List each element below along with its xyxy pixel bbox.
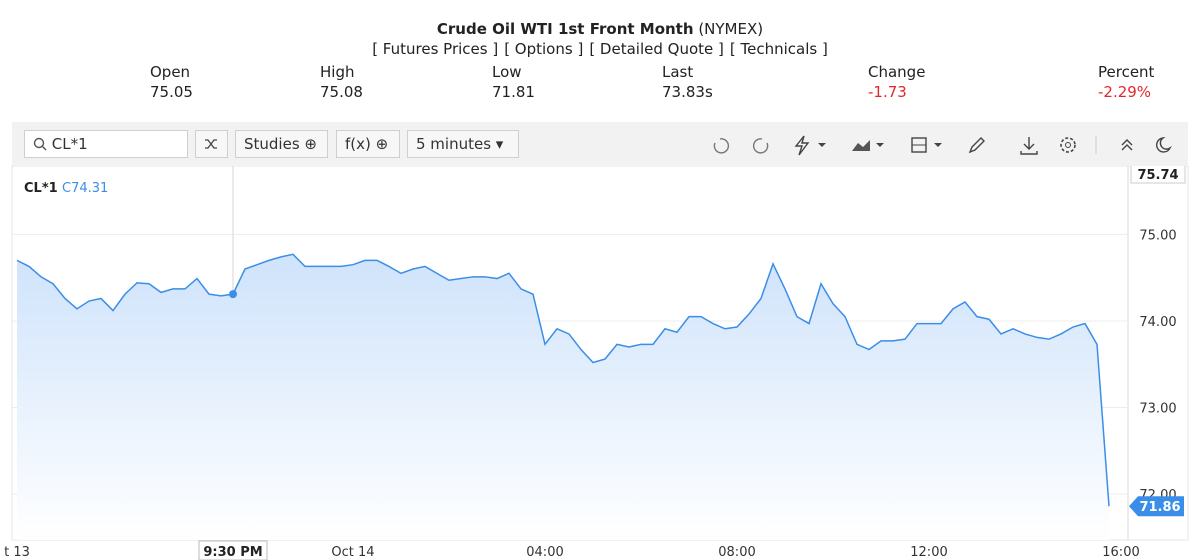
- function: f(x): [345, 135, 371, 153]
- last-price-badge: [1129, 496, 1184, 517]
- link[interactable]: [ Technicals ]: [729, 40, 828, 58]
- x-tick-label: t 13: [4, 545, 30, 560]
- quote-cell: Open 75.05: [150, 62, 193, 102]
- last-price-label: 71.86: [1139, 500, 1180, 515]
- link[interactable]: [ Detailed Quote ]: [589, 40, 724, 58]
- symbol: CL*1: [51, 135, 88, 153]
- quote-cell: High 75.08: [320, 62, 363, 102]
- x-tick-label: 08:00: [718, 545, 755, 560]
- caret: [876, 143, 884, 147]
- interval-button[interactable]: 5 minutes ▾: [407, 130, 519, 158]
- collapse-icon[interactable]: [1121, 139, 1133, 151]
- compare-button[interactable]: [195, 130, 228, 158]
- quote-cell: Change -1.73: [868, 62, 925, 102]
- caret: [818, 143, 826, 147]
- search-icon: [33, 137, 47, 151]
- function-button[interactable]: f(x) ⊕: [336, 130, 400, 158]
- y-tick-label: 75.74: [1137, 168, 1178, 183]
- studies: Studies: [244, 135, 300, 153]
- link[interactable]: [ Futures Prices ]: [372, 40, 499, 58]
- shuffle-icon: [205, 139, 217, 149]
- y-tick-label: 75.00: [1139, 228, 1176, 243]
- y-tick-label: 74.00: [1139, 315, 1176, 330]
- quote-value: -2.29%: [1098, 83, 1152, 101]
- quote-value: 73.83s: [662, 83, 713, 101]
- quote-cell: Percent -2.29%: [1098, 62, 1154, 102]
- crosshair-point: [229, 290, 237, 299]
- x-tick-label: 16:00: [1102, 545, 1139, 560]
- price-line: [16, 253, 1110, 507]
- quote-label: Low: [492, 63, 522, 81]
- symbol-search[interactable]: CL*1: [24, 130, 188, 158]
- quote-label: Open: [150, 63, 191, 81]
- undo-icon[interactable]: [713, 138, 730, 154]
- link-row: [ Futures Prices ] [ Options ] [ Detailed …: [0, 40, 1200, 58]
- x-tick-label: Oct 14: [331, 545, 374, 560]
- quote-value: 75.05: [150, 83, 193, 101]
- quote-label: Change: [868, 63, 926, 81]
- quote-title: Crude Oil WTI 1st Front Month (NYMEX): [0, 20, 1200, 38]
- crosshair-x-box: [198, 540, 268, 560]
- title: Crude Oil WTI 1st Front Month: [436, 20, 694, 38]
- quote-label: High: [320, 63, 355, 81]
- quote-cell: Last 73.83s: [662, 62, 713, 102]
- x-tick-label: 9:30 PM: [203, 545, 262, 560]
- toolbar: CL*1 Studies ⊕ f(x) ⊕ 5 minutes ▾: [12, 122, 1188, 166]
- caret: [934, 143, 942, 147]
- x-tick-label: 04:00: [526, 545, 563, 560]
- exchange: (NYMEX): [698, 20, 764, 38]
- download-icon[interactable]: [1020, 137, 1038, 155]
- quote-value: -1.73: [868, 83, 907, 101]
- studies-button[interactable]: Studies ⊕: [235, 130, 328, 158]
- interval: 5 minutes: [416, 135, 492, 153]
- legend-symbol: CL*1: [24, 181, 58, 196]
- quote-label: Last: [662, 63, 694, 81]
- quote-value: 75.08: [320, 83, 363, 101]
- quote-label: Percent: [1098, 63, 1155, 81]
- redo-icon[interactable]: [752, 138, 769, 154]
- quote-cell: Low 71.81: [492, 62, 535, 102]
- y-tick-label: 73.00: [1139, 402, 1176, 417]
- toolbar-icons: [713, 135, 1172, 156]
- settings-icon[interactable]: [1060, 137, 1076, 153]
- draw-icon[interactable]: [968, 137, 985, 154]
- flash-icon[interactable]: [794, 135, 810, 156]
- crosshair-value: C74.31: [62, 181, 108, 196]
- quote-value: 71.81: [492, 83, 535, 101]
- theme-icon[interactable]: [1155, 137, 1172, 153]
- x-tick-label: 12:00: [910, 545, 947, 560]
- area: [17, 254, 1109, 541]
- chart-type-icon[interactable]: [852, 140, 870, 151]
- link[interactable]: [ Options ]: [504, 40, 584, 58]
